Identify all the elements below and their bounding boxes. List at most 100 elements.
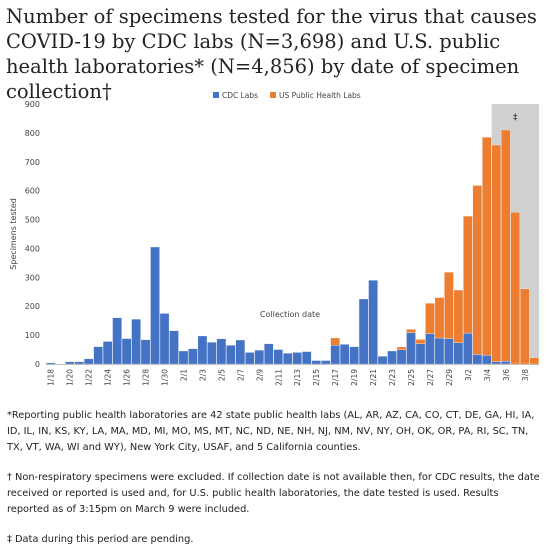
bar-cdc-1-23 [93,346,103,365]
footnote-labs: *Reporting public health laboratories ar… [7,410,535,453]
bar-phl-2-26 [415,339,426,344]
x-tick-label: 2/5 [217,369,226,381]
bar-cdc-2-28 [434,337,445,365]
legend-label-cdc: CDC Labs [222,91,258,100]
x-tick-label: 2/15 [312,369,321,386]
x-tick-label: 2/25 [407,369,416,386]
x-tick-label: 2/21 [369,369,378,386]
x-tick-label: 3/2 [464,369,473,381]
x-tick-label: 1/20 [66,369,75,386]
x-tick-label: 2/9 [255,369,264,381]
y-tick-label: 600 [25,187,40,196]
x-tick-label: 2/29 [445,369,454,386]
chart-title: Number of specimens tested for the virus… [6,5,537,103]
x-tick-label: 1/22 [85,369,94,386]
x-tick-label: 2/13 [293,369,302,386]
bar-phl-3-1 [453,289,464,343]
bar-cdc-2-25 [406,332,416,365]
bar-cdc-2-21 [368,280,378,365]
footnote-pending: ‡ Data during this period are pending. [7,534,194,545]
y-tick-label: 0 [35,360,40,369]
bar-cdc-1-30 [159,313,170,365]
bar-phl-2-24 [396,346,407,350]
bar-cdc-1-20 [65,361,75,365]
bar-cdc-2-4 [207,342,217,365]
y-tick-label: 400 [25,244,40,253]
bar-cdc-1-21 [74,361,84,365]
x-tick-label: 1/18 [47,369,56,386]
bar-cdc-2-20 [358,298,369,365]
legend-swatch-phl [270,92,276,98]
x-tick-label: 1/30 [161,369,170,386]
bar-cdc-3-6 [501,360,511,365]
bar-cdc-2-12 [283,353,293,365]
x-tick-label: 2/1 [179,369,188,381]
bar-cdc-1-22 [83,358,94,365]
bar-cdc-1-25 [112,317,122,365]
bar-phl-2-28 [434,297,445,339]
bar-cdc-2-23 [387,350,397,365]
x-axis-label: Collection date [260,310,320,319]
chart-svg: ‡ 0 100 200 300 400 500 600 700 800 900 Specimens t… [9,91,539,386]
bar-cdc-2-22 [377,356,388,365]
bar-phl-3-5 [491,144,502,362]
x-tick-label: 1/26 [123,369,132,386]
bar-phl-3-2 [463,215,473,334]
footnote-exclusions: † Non-respiratory specimens were exclude… [7,472,540,515]
y-tick-label: 100 [25,331,40,340]
x-tick-label: 2/27 [426,369,435,386]
bar-cdc-2-14 [302,351,312,365]
bar-cdc-2-2 [188,348,198,365]
bar-cdc-2-7 [235,339,246,365]
x-tick-label: 1/28 [142,369,151,386]
x-tick-label: 2/23 [388,369,397,386]
bar-phl-2-29 [444,271,454,339]
bar-phl-3-3 [472,185,483,355]
bar-phl-2-27 [425,303,435,334]
bar-cdc-2-18 [339,344,350,365]
bar-cdc-3-2 [463,332,473,365]
bar-cdc-2-8 [245,352,255,365]
bar-cdc-2-6 [226,345,236,365]
x-tick-label: 2/19 [350,369,359,386]
bar-cdc-1-28 [140,339,151,365]
bar-cdc-3-4 [482,355,492,365]
x-tick-label: 2/11 [274,369,283,386]
bar-cdc-2-5 [216,338,227,365]
x-tick-label: 1/24 [104,369,113,386]
x-tick-label: 3/8 [521,369,530,381]
bar-cdc-2-16 [320,360,331,365]
y-axis-label: Specimens tested [9,198,18,270]
bar-cdc-2-17 [330,345,340,365]
bar-cdc-2-15 [311,360,321,365]
x-tick-label: 3/6 [502,369,511,381]
bar-cdc-1-26 [121,338,132,365]
bar-cdc-2-1 [178,350,189,365]
x-tick-label: 2/7 [236,369,245,381]
bar-phl-2-25 [406,329,416,333]
bar-cdc-2-27 [425,333,435,365]
pending-marker: ‡ [513,113,518,123]
y-tick-label: 800 [25,129,40,138]
bar-cdc-1-29 [150,246,160,365]
bar-cdc-2-26 [415,343,426,365]
x-tick-label: 2/3 [198,369,207,381]
bar-cdc-3-5 [491,361,502,365]
y-tick-label: 900 [25,100,40,109]
bar-phl-3-8 [520,288,530,365]
y-tick-label: 200 [25,302,40,311]
bar-cdc-1-24 [102,341,113,365]
bar-cdc-3-1 [453,342,464,365]
bar-cdc-1-31 [169,330,179,365]
bar-cdc-2-29 [444,338,454,365]
bar-cdc-2-11 [273,349,283,365]
legend-swatch-cdc [213,92,219,98]
bar-cdc-2-24 [396,349,407,365]
y-tick-label: 700 [25,158,40,167]
bar-cdc-2-3 [197,335,208,365]
bar-cdc-2-13 [292,352,302,365]
bar-cdc-1-27 [131,319,141,365]
x-tick-label: 2/17 [331,369,340,386]
bar-phl-3-7 [510,212,520,365]
bar-cdc-3-3 [472,354,483,365]
